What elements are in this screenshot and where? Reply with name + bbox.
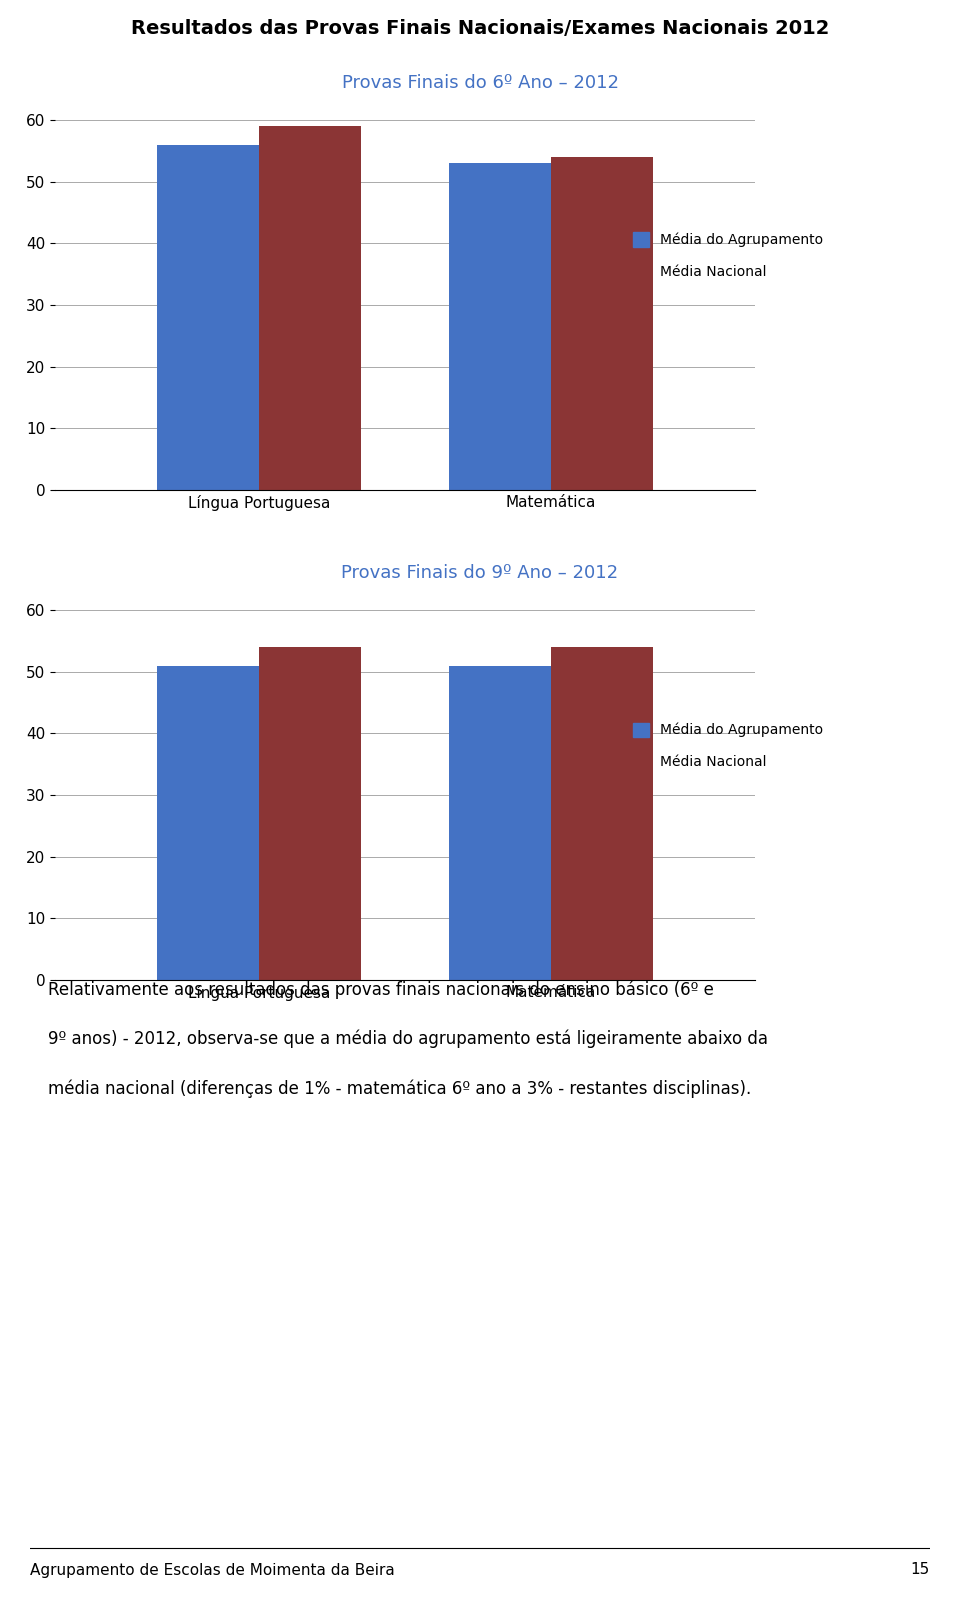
Bar bbox=[157, 665, 259, 980]
Text: Provas Finais do 9º Ano – 2012: Provas Finais do 9º Ano – 2012 bbox=[342, 564, 618, 582]
Bar bbox=[551, 157, 653, 490]
Legend: Média do Agrupamento, Média Nacional: Média do Agrupamento, Média Nacional bbox=[627, 227, 828, 284]
Bar bbox=[551, 648, 653, 980]
Text: Relativamente aos resultados das provas finais nacionais do ensino básico (6º e: Relativamente aos resultados das provas … bbox=[48, 980, 714, 998]
Text: 9º anos) - 2012, observa-se que a média do agrupamento está ligeiramente abaixo : 9º anos) - 2012, observa-se que a média … bbox=[48, 1030, 768, 1048]
Bar bbox=[259, 127, 361, 490]
Legend: Média do Agrupamento, Média Nacional: Média do Agrupamento, Média Nacional bbox=[627, 717, 828, 775]
Text: Provas Finais do 6º Ano – 2012: Provas Finais do 6º Ano – 2012 bbox=[342, 74, 618, 92]
Text: Agrupamento de Escolas de Moimenta da Beira: Agrupamento de Escolas de Moimenta da Be… bbox=[30, 1562, 395, 1578]
Bar bbox=[259, 648, 361, 980]
Bar bbox=[448, 665, 551, 980]
Bar bbox=[157, 145, 259, 490]
Bar bbox=[448, 164, 551, 490]
Text: Resultados das Provas Finais Nacionais/Exames Nacionais 2012: Resultados das Provas Finais Nacionais/E… bbox=[131, 19, 829, 37]
Text: 15: 15 bbox=[911, 1562, 930, 1578]
Text: média nacional (diferenças de 1% - matemática 6º ano a 3% - restantes disciplina: média nacional (diferenças de 1% - matem… bbox=[48, 1078, 752, 1098]
